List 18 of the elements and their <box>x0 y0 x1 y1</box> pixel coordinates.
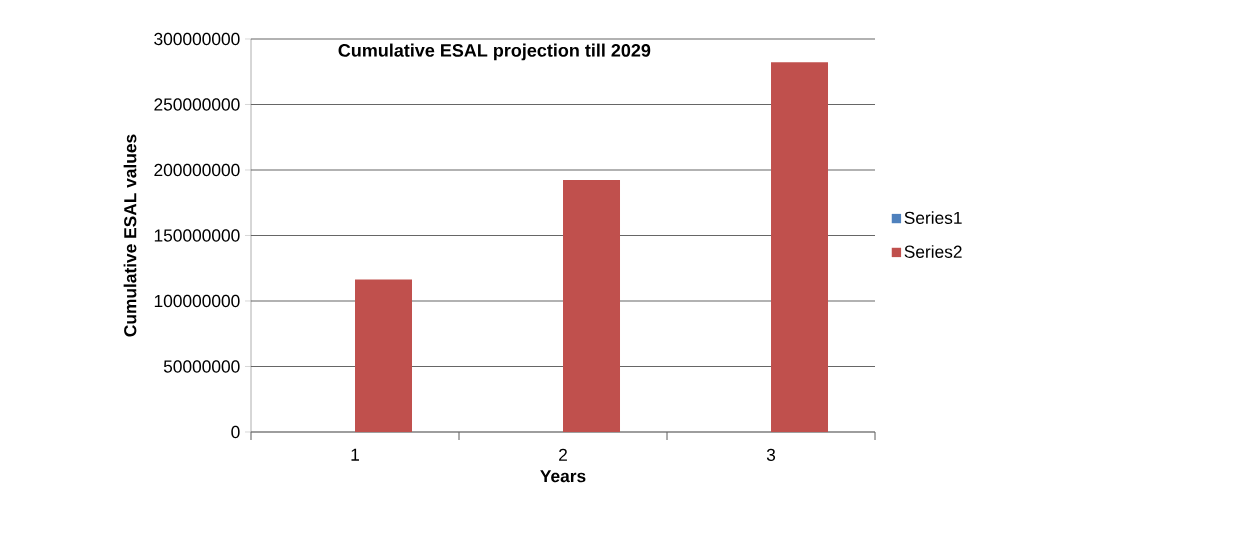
y-tick-label: 200000000 <box>154 163 240 177</box>
x-tick-label: 3 <box>766 448 776 461</box>
chart-title: Cumulative ESAL projection till 2029 <box>338 43 651 61</box>
bar <box>563 180 621 432</box>
legend-label: Series2 <box>904 245 962 258</box>
y-tick-label: 250000000 <box>154 98 240 111</box>
y-axis-title: Cumulative ESAL values <box>123 134 137 337</box>
x-tick-label: 2 <box>559 448 567 461</box>
x-tick-label: 1 <box>351 448 359 461</box>
y-tick-label: 300000000 <box>154 32 240 46</box>
bar <box>771 62 829 432</box>
x-axis-title: Years <box>540 470 586 483</box>
y-tick-label: 150000000 <box>154 229 240 242</box>
y-tick-label: 0 <box>231 425 240 439</box>
legend-label: Series1 <box>904 211 962 224</box>
y-tick-label: 50000000 <box>163 360 240 373</box>
y-tick-label: 100000000 <box>154 294 240 308</box>
bar <box>355 279 413 432</box>
